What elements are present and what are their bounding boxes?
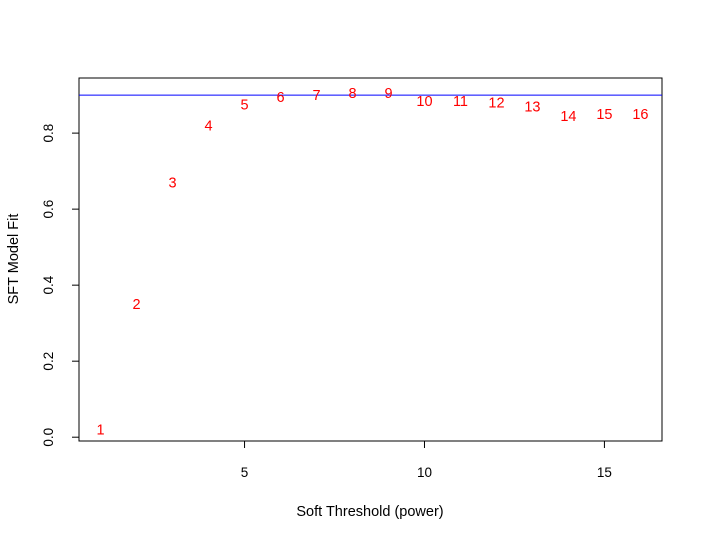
x-axis-title: Soft Threshold (power) [296,504,443,520]
point-label: 9 [384,86,392,102]
y-tick-label: 0.8 [41,124,56,143]
point-label: 10 [416,94,432,110]
y-axis: 0.0 0.2 0.4 0.6 0.8 [41,124,80,447]
point-label: 1 [97,423,105,439]
y-tick-label: 0.4 [41,275,56,294]
y-tick-label: 0.2 [41,352,56,371]
point-label: 5 [241,98,249,114]
point-label: 4 [205,119,213,135]
x-axis: 5 10 15 [241,440,612,480]
point-label: 16 [632,107,648,123]
point-label: 3 [169,176,177,192]
point-label: 11 [453,94,468,110]
x-tick-label: 5 [241,465,249,480]
point-label: 8 [348,86,356,102]
point-label: 2 [133,297,141,313]
plot-frame [78,77,663,442]
x-tick-label: 10 [417,465,432,480]
y-axis-title: SFT Model Fit [6,214,22,305]
point-label: 15 [596,107,612,123]
point-label: 13 [524,100,540,116]
point-label: 12 [488,96,504,112]
point-label: 6 [276,90,284,106]
x-tick-label: 15 [597,465,612,480]
y-tick-label: 0.0 [41,428,56,447]
point-label: 14 [560,109,576,125]
point-label: 7 [312,88,320,104]
y-tick-label: 0.6 [41,200,56,219]
